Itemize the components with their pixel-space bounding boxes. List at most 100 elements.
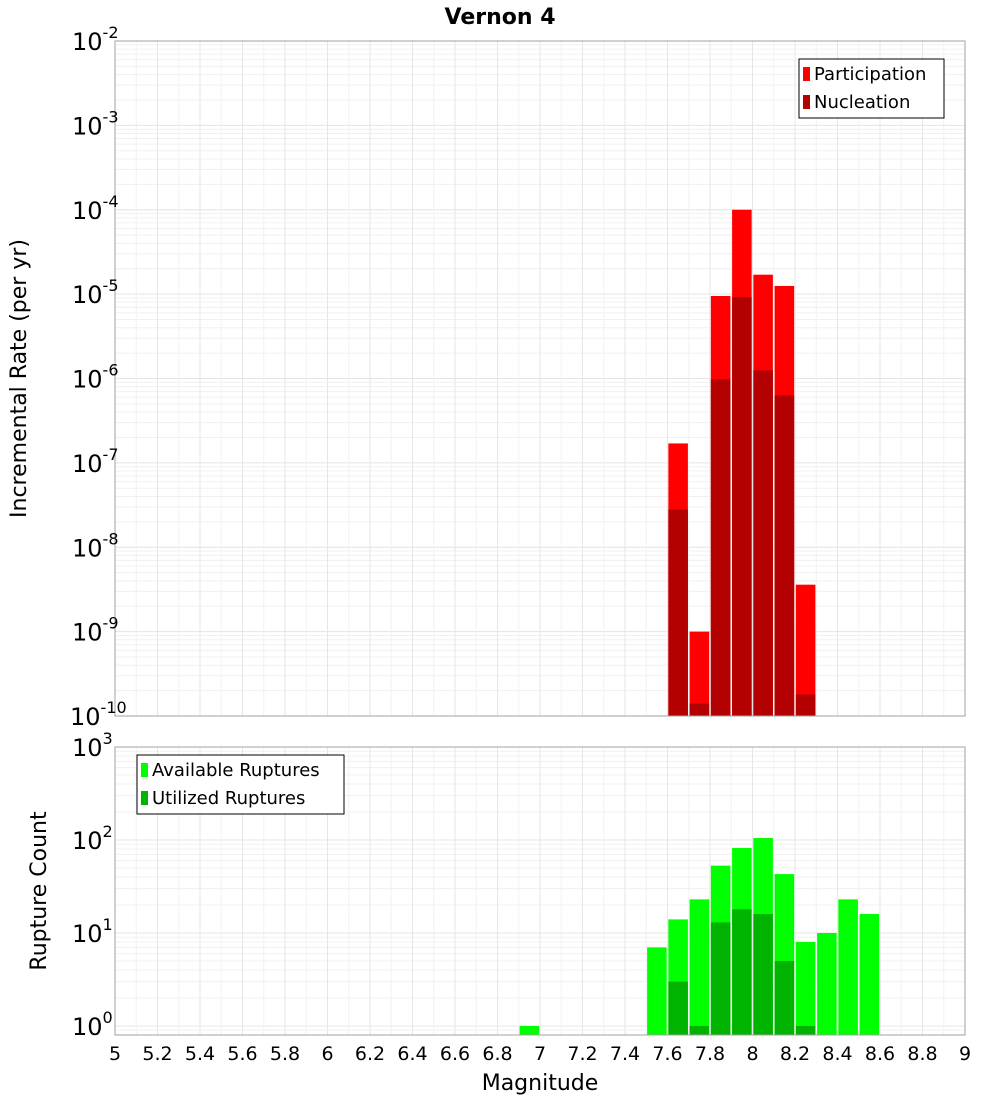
- y-tick-base: 10: [72, 281, 103, 309]
- y-tick-base: 10: [72, 1013, 103, 1041]
- x-tick-label: 5.6: [227, 1043, 257, 1065]
- y-tick-label: 10-2: [72, 23, 119, 56]
- bar-participation: [689, 631, 710, 716]
- legend-swatch: [141, 791, 148, 805]
- x-tick-label: 6: [321, 1043, 333, 1065]
- y-tick-base: 10: [72, 619, 103, 647]
- legend-swatch: [803, 95, 810, 109]
- y-tick-exponent: -10: [101, 698, 127, 717]
- x-tick-label: 8.2: [780, 1043, 810, 1065]
- y-tick-base: 10: [72, 827, 103, 855]
- y-tick-label: 101: [72, 915, 113, 948]
- chart-title: Vernon 4: [445, 5, 556, 30]
- legend: Available Ruptures Utilized Ruptures: [136, 754, 345, 815]
- legend-box: [798, 58, 945, 119]
- y-tick-label: 10-10: [70, 698, 127, 731]
- plot-frame: [114, 40, 966, 717]
- x-tick-label: 7.6: [652, 1043, 682, 1065]
- y-tick-base: 10: [72, 734, 103, 762]
- bar-available-ruptures: [519, 1025, 540, 1035]
- y-tick-base: 10: [72, 534, 103, 562]
- bar-nucleation: [732, 297, 752, 716]
- x-tick-label: 6.2: [355, 1043, 385, 1065]
- y-tick-exponent: -9: [103, 614, 119, 633]
- y-tick-label: 10-4: [72, 192, 119, 225]
- bar-nucleation: [689, 703, 710, 716]
- bar-available-ruptures: [795, 942, 816, 1035]
- legend: Participation Nucleation: [798, 58, 945, 119]
- x-tick-label: 7.8: [695, 1043, 725, 1065]
- legend-box: [136, 754, 345, 815]
- bar-utilized-ruptures: [668, 981, 688, 1035]
- y-tick-base: 10: [72, 112, 103, 140]
- x-axis-title: Magnitude: [482, 1071, 599, 1096]
- y-tick-label: 10-6: [72, 361, 119, 394]
- x-tick-label: 5.4: [185, 1043, 215, 1065]
- y-tick-exponent: -4: [103, 192, 119, 211]
- bar-available-ruptures: [647, 947, 667, 1035]
- x-tick-label: 6.4: [397, 1043, 427, 1065]
- bar-nucleation: [753, 370, 773, 716]
- y-tick-base: 10: [72, 366, 103, 394]
- legend-label: Utilized Ruptures: [152, 788, 305, 809]
- y-tick-base: 10: [72, 450, 103, 478]
- y-tick-label: 100: [72, 1008, 113, 1041]
- y-tick-exponent: 3: [103, 729, 113, 748]
- x-tick-label: 8.8: [907, 1043, 937, 1065]
- x-tick-label: 5.2: [142, 1043, 172, 1065]
- bar-available-ruptures: [838, 899, 858, 1035]
- y-tick-exponent: -2: [103, 23, 119, 42]
- y-tick-exponent: 1: [103, 915, 113, 934]
- y-tick-label: 10-5: [72, 276, 119, 309]
- y-axis-title: Incremental Rate (per yr): [7, 239, 32, 518]
- x-tick-label: 5.8: [270, 1043, 300, 1065]
- x-tick-label: 6.6: [440, 1043, 470, 1065]
- bar-utilized-ruptures: [795, 1025, 816, 1035]
- y-tick-exponent: -3: [103, 107, 119, 126]
- y-tick-exponent: -8: [103, 529, 119, 548]
- y-tick-label: 103: [72, 729, 113, 762]
- bar-utilized-ruptures: [710, 922, 731, 1035]
- legend-label: Nucleation: [814, 92, 910, 113]
- y-tick-label: 10-9: [72, 614, 119, 647]
- y-tick-exponent: -7: [103, 445, 119, 464]
- x-tick-label: 8: [746, 1043, 758, 1065]
- x-axis: 5 5.2 5.4 5.6 5.8 6 6.2 6.4 6.6 6.8 7 7.2 7.4 7.6 7.8 8…: [109, 1043, 971, 1065]
- legend-swatch: [141, 763, 148, 777]
- bar-utilized-ruptures: [774, 960, 795, 1035]
- y-tick-exponent: 0: [103, 1008, 113, 1027]
- y-tick-label: 10-3: [72, 107, 119, 140]
- y-tick-label: 10-8: [72, 529, 119, 562]
- bar-participation: [795, 584, 816, 716]
- x-tick-label: 8.4: [822, 1043, 852, 1065]
- bar-nucleation: [710, 379, 731, 716]
- plot-frame: [114, 746, 966, 1036]
- x-tick-label: 7.4: [610, 1043, 640, 1065]
- x-tick-label: 9: [959, 1043, 971, 1065]
- bar-available-ruptures: [859, 914, 880, 1035]
- bar-utilized-ruptures: [732, 909, 752, 1035]
- y-tick-exponent: -5: [103, 276, 119, 295]
- y-axis-title: Rupture Count: [27, 811, 52, 971]
- bar-nucleation: [795, 694, 816, 716]
- bar-utilized-ruptures: [689, 1025, 710, 1035]
- x-tick-label: 8.6: [865, 1043, 895, 1065]
- panel-1: 10-210-310-410-510-610-710-810-910-10Inc…: [7, 23, 966, 731]
- y-tick-label: 102: [72, 822, 113, 855]
- y-tick-base: 10: [72, 28, 103, 56]
- legend-label: Participation: [814, 64, 926, 85]
- y-tick-label: 10-7: [72, 445, 119, 478]
- y-tick-exponent: 2: [103, 822, 113, 841]
- y-tick-base: 10: [70, 703, 101, 731]
- x-tick-label: 7: [534, 1043, 546, 1065]
- bar-utilized-ruptures: [753, 914, 773, 1035]
- x-tick-label: 6.8: [482, 1043, 512, 1065]
- bar-available-ruptures: [817, 932, 837, 1035]
- bar-nucleation: [668, 509, 688, 716]
- legend-swatch: [803, 67, 810, 81]
- legend-label: Available Ruptures: [152, 760, 320, 781]
- x-tick-label: 5: [109, 1043, 121, 1065]
